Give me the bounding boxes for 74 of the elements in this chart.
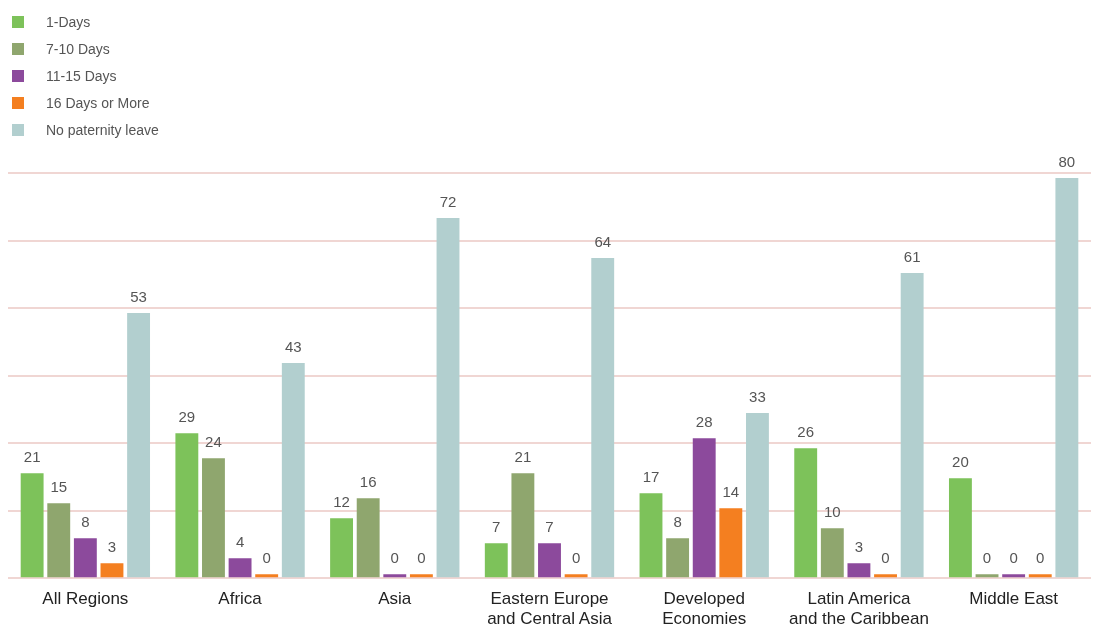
data-label: 33 <box>749 387 766 405</box>
legend-label: 16 Days or More <box>46 94 150 111</box>
bar <box>666 538 690 578</box>
bar <box>330 518 354 578</box>
bar <box>820 528 844 578</box>
data-label: 7 <box>492 517 501 535</box>
data-label: 10 <box>823 502 841 520</box>
data-label: 21 <box>23 447 41 465</box>
data-label: 0 <box>262 548 271 566</box>
data-label: 0 <box>881 548 890 566</box>
data-label: 8 <box>673 512 682 530</box>
legend-label: 11-15 Days <box>46 67 117 84</box>
bar <box>692 438 716 578</box>
data-label: 0 <box>1036 548 1045 566</box>
bar <box>794 448 818 578</box>
data-label: 3 <box>107 537 117 555</box>
data-label: 21 <box>514 447 532 465</box>
data-label: 0 <box>1009 548 1018 566</box>
data-label: 0 <box>982 548 992 566</box>
bar <box>948 478 972 578</box>
data-label: 80 <box>1058 152 1076 170</box>
data-label: 4 <box>235 532 245 550</box>
x-tick-label: Latin America and the Caribbean <box>788 589 929 629</box>
bar <box>202 458 225 578</box>
data-label: 8 <box>81 512 90 530</box>
x-tick-label: Developed Economies <box>662 589 747 629</box>
bar <box>47 503 71 578</box>
x-tick-label: Eastern Europe and Central Asia <box>487 589 613 629</box>
x-tick-label: All Regions <box>42 589 129 609</box>
data-label: 28 <box>695 412 713 430</box>
data-label: 64 <box>594 232 612 250</box>
legend-label: 1-Days <box>46 13 91 30</box>
data-label: 26 <box>797 422 815 440</box>
data-label: 20 <box>952 452 969 470</box>
bar <box>900 273 924 578</box>
data-label: 17 <box>642 467 660 485</box>
bar <box>1055 178 1079 578</box>
bar <box>356 498 380 578</box>
data-label: 0 <box>390 548 399 566</box>
x-tick-label: Africa <box>218 589 263 609</box>
data-label: 72 <box>439 192 457 210</box>
legend-label: No paternity leave <box>46 121 159 138</box>
x-tick-label: Asia <box>378 589 412 609</box>
data-label: 12 <box>333 492 350 510</box>
bar <box>591 258 615 578</box>
data-label: 14 <box>722 482 740 500</box>
bar <box>511 473 535 578</box>
bar <box>719 508 743 578</box>
bar <box>100 563 124 578</box>
data-label: 7 <box>545 517 554 535</box>
data-label: 43 <box>284 337 302 355</box>
bar <box>281 363 305 578</box>
bar <box>484 543 508 578</box>
data-label: 0 <box>571 548 581 566</box>
bar <box>745 413 769 578</box>
bar <box>436 218 460 578</box>
data-label: 29 <box>178 407 196 425</box>
bar <box>73 538 97 578</box>
bar <box>20 473 44 578</box>
bar <box>847 563 871 578</box>
x-tick-label: Middle East <box>969 589 1059 609</box>
data-label: 15 <box>50 477 68 495</box>
data-label: 24 <box>205 432 222 450</box>
legend-label: 7-10 Days <box>46 40 110 57</box>
bar <box>538 543 561 578</box>
data-label: 61 <box>903 247 921 265</box>
bar <box>127 313 151 578</box>
bar <box>228 558 252 578</box>
data-label: 0 <box>417 548 426 566</box>
bar <box>639 493 663 578</box>
data-label: 3 <box>854 537 864 555</box>
data-label: 16 <box>359 472 377 490</box>
bar <box>175 433 199 578</box>
data-label: 53 <box>130 287 147 305</box>
